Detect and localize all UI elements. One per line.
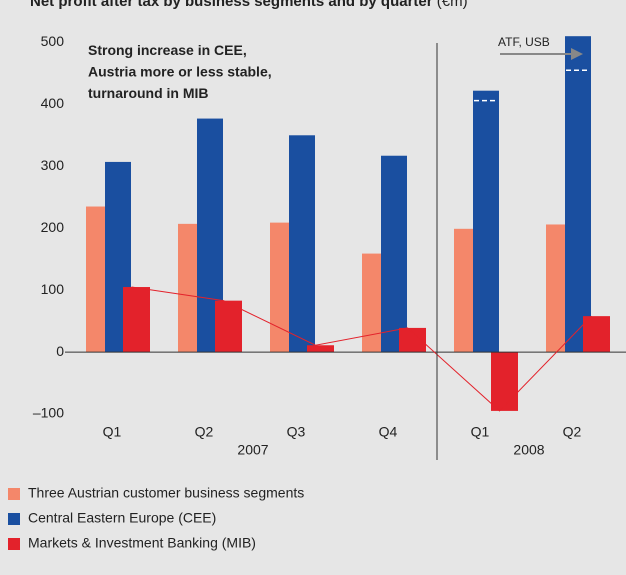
title-unit: (€m) — [437, 0, 468, 10]
bar — [381, 155, 407, 353]
y-tick-label: 100 — [41, 281, 65, 297]
bar — [491, 352, 518, 411]
y-tick-label: –100 — [33, 405, 64, 421]
bar — [215, 300, 242, 353]
annotation-line: Strong increase in CEE, — [88, 42, 247, 58]
y-tick-label: 200 — [41, 219, 65, 235]
bar — [362, 253, 381, 353]
x-tick-label: Q2 — [563, 424, 582, 440]
title-text: Net profit after tax by business segment… — [30, 0, 433, 10]
bar — [86, 206, 105, 353]
y-tick-label: 300 — [41, 157, 65, 173]
bar — [307, 345, 334, 353]
y-tick-label: 0 — [56, 343, 64, 359]
reference-label: ATF, USB — [498, 35, 550, 49]
group-label: 2008 — [513, 442, 544, 458]
reference-arrowhead — [571, 48, 583, 60]
bar — [123, 287, 150, 353]
group-label: 2007 — [237, 442, 268, 458]
x-tick-label: Q1 — [471, 424, 490, 440]
y-tick-label: 500 — [41, 33, 65, 49]
legend-label: Three Austrian customer business segment… — [28, 485, 304, 501]
bar — [546, 224, 565, 353]
x-tick-label: Q4 — [379, 424, 398, 440]
legend-label: Central Eastern Europe (CEE) — [28, 510, 216, 526]
bar — [454, 228, 473, 353]
legend-swatch — [8, 488, 20, 500]
annotation-line: Austria more or less stable, — [88, 63, 272, 79]
series-line — [131, 286, 592, 412]
bar — [473, 90, 499, 353]
bar — [178, 223, 197, 353]
x-tick-label: Q1 — [103, 424, 122, 440]
bar — [583, 316, 610, 353]
legend-swatch — [8, 538, 20, 550]
bar — [399, 327, 426, 353]
bar — [565, 36, 591, 353]
chart-title: Net profit after tax by business segment… — [30, 0, 468, 10]
legend-swatch — [8, 513, 20, 525]
legend-label: Markets & Investment Banking (MIB) — [28, 535, 256, 551]
x-tick-label: Q3 — [287, 424, 306, 440]
annotation-line: turnaround in MIB — [88, 85, 209, 101]
x-tick-label: Q2 — [195, 424, 214, 440]
annotation: Strong increase in CEE, Austria more or l… — [88, 42, 272, 101]
bar — [289, 135, 315, 353]
y-tick-label: 400 — [41, 95, 65, 111]
bar — [270, 222, 289, 353]
